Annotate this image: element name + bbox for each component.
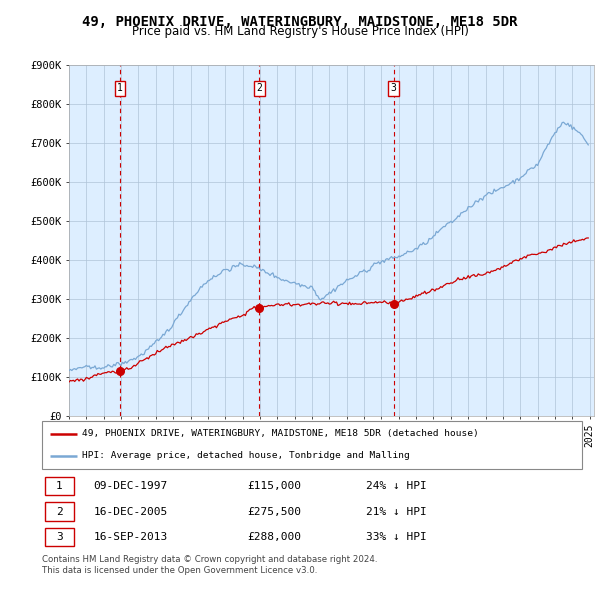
Text: 16-SEP-2013: 16-SEP-2013 bbox=[94, 532, 167, 542]
Text: 09-DEC-1997: 09-DEC-1997 bbox=[94, 481, 167, 491]
Text: Contains HM Land Registry data © Crown copyright and database right 2024.: Contains HM Land Registry data © Crown c… bbox=[42, 555, 377, 563]
Text: 2: 2 bbox=[256, 83, 262, 93]
Text: This data is licensed under the Open Government Licence v3.0.: This data is licensed under the Open Gov… bbox=[42, 566, 317, 575]
Text: 21% ↓ HPI: 21% ↓ HPI bbox=[366, 507, 427, 516]
Text: 16-DEC-2005: 16-DEC-2005 bbox=[94, 507, 167, 516]
Text: 3: 3 bbox=[56, 532, 63, 542]
FancyBboxPatch shape bbox=[45, 477, 74, 495]
Text: £115,000: £115,000 bbox=[247, 481, 301, 491]
Text: 49, PHOENIX DRIVE, WATERINGBURY, MAIDSTONE, ME18 5DR (detached house): 49, PHOENIX DRIVE, WATERINGBURY, MAIDSTO… bbox=[83, 430, 479, 438]
Text: 2: 2 bbox=[56, 507, 63, 516]
Text: £288,000: £288,000 bbox=[247, 532, 301, 542]
Text: HPI: Average price, detached house, Tonbridge and Malling: HPI: Average price, detached house, Tonb… bbox=[83, 451, 410, 460]
FancyBboxPatch shape bbox=[45, 502, 74, 521]
Text: 1: 1 bbox=[56, 481, 63, 491]
FancyBboxPatch shape bbox=[45, 528, 74, 546]
Text: 24% ↓ HPI: 24% ↓ HPI bbox=[366, 481, 427, 491]
Text: Price paid vs. HM Land Registry's House Price Index (HPI): Price paid vs. HM Land Registry's House … bbox=[131, 25, 469, 38]
Text: £275,500: £275,500 bbox=[247, 507, 301, 516]
Text: 3: 3 bbox=[391, 83, 397, 93]
Text: 49, PHOENIX DRIVE, WATERINGBURY, MAIDSTONE, ME18 5DR: 49, PHOENIX DRIVE, WATERINGBURY, MAIDSTO… bbox=[82, 15, 518, 29]
FancyBboxPatch shape bbox=[42, 421, 582, 469]
Text: 1: 1 bbox=[117, 83, 123, 93]
Text: 33% ↓ HPI: 33% ↓ HPI bbox=[366, 532, 427, 542]
